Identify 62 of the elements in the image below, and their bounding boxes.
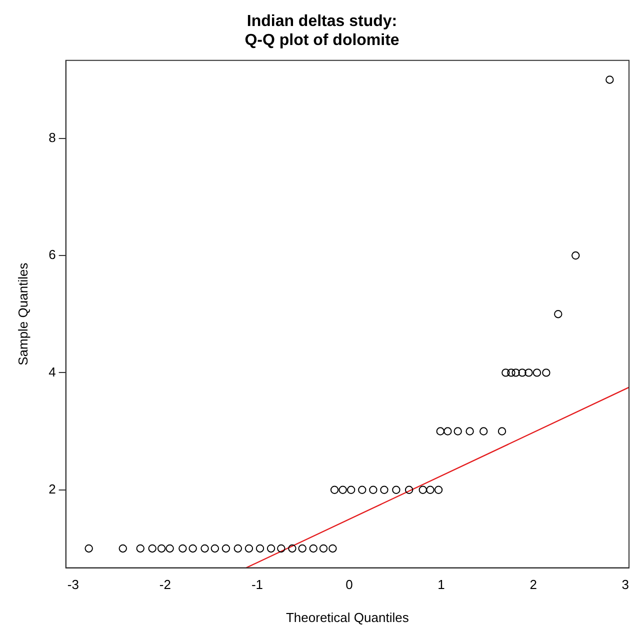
x-tick-label: -3 xyxy=(67,577,79,592)
point xyxy=(554,310,562,318)
point xyxy=(166,544,174,553)
chart-title: Indian deltas study: Q-Q plot of dolomite xyxy=(244,13,400,50)
point xyxy=(404,486,414,494)
point xyxy=(454,427,462,436)
point xyxy=(178,544,187,553)
point xyxy=(188,544,197,553)
x-axis-title: Theoretical Quantiles xyxy=(286,610,410,625)
point xyxy=(210,544,220,553)
point xyxy=(436,427,444,436)
point xyxy=(346,486,356,494)
point xyxy=(244,544,254,553)
point xyxy=(434,486,443,494)
point xyxy=(512,368,520,377)
point xyxy=(328,544,337,553)
point xyxy=(319,544,328,553)
point xyxy=(502,368,510,377)
point xyxy=(542,368,550,377)
point xyxy=(234,544,242,553)
y-axis-title: Sample Quantiles xyxy=(15,262,30,366)
point xyxy=(288,544,296,553)
point xyxy=(392,486,400,494)
point xyxy=(444,427,452,436)
point xyxy=(524,368,533,377)
point xyxy=(466,427,474,436)
point xyxy=(136,544,144,553)
x-tick-label: 3 xyxy=(622,577,629,592)
point xyxy=(498,427,506,436)
point xyxy=(118,544,127,553)
point xyxy=(338,486,347,494)
point xyxy=(426,486,434,494)
point xyxy=(298,544,306,553)
point xyxy=(256,544,264,553)
point xyxy=(157,544,166,553)
point xyxy=(532,368,542,377)
point xyxy=(358,486,366,494)
x-tick-label: 2 xyxy=(530,577,537,592)
y-tick-label: 4 xyxy=(48,364,56,380)
x-tick-label: 1 xyxy=(438,577,445,592)
y-tick-label: 6 xyxy=(48,247,56,262)
point xyxy=(330,486,339,494)
point xyxy=(480,427,488,436)
x-tick-label: -1 xyxy=(251,577,264,592)
x-tick-label: -2 xyxy=(159,577,171,592)
point xyxy=(84,544,93,553)
point xyxy=(507,368,516,377)
point xyxy=(266,544,276,553)
point xyxy=(380,486,388,494)
point xyxy=(518,368,526,377)
point xyxy=(277,544,286,553)
point xyxy=(369,486,378,494)
point xyxy=(572,251,580,260)
point xyxy=(418,486,427,494)
y-tick-label: 8 xyxy=(48,130,56,145)
point xyxy=(606,76,614,84)
point xyxy=(222,544,230,553)
y-tick-label: 2 xyxy=(48,481,56,496)
point xyxy=(148,544,156,553)
point xyxy=(200,544,209,553)
point xyxy=(309,544,318,553)
x-tick-label: 0 xyxy=(346,577,353,592)
